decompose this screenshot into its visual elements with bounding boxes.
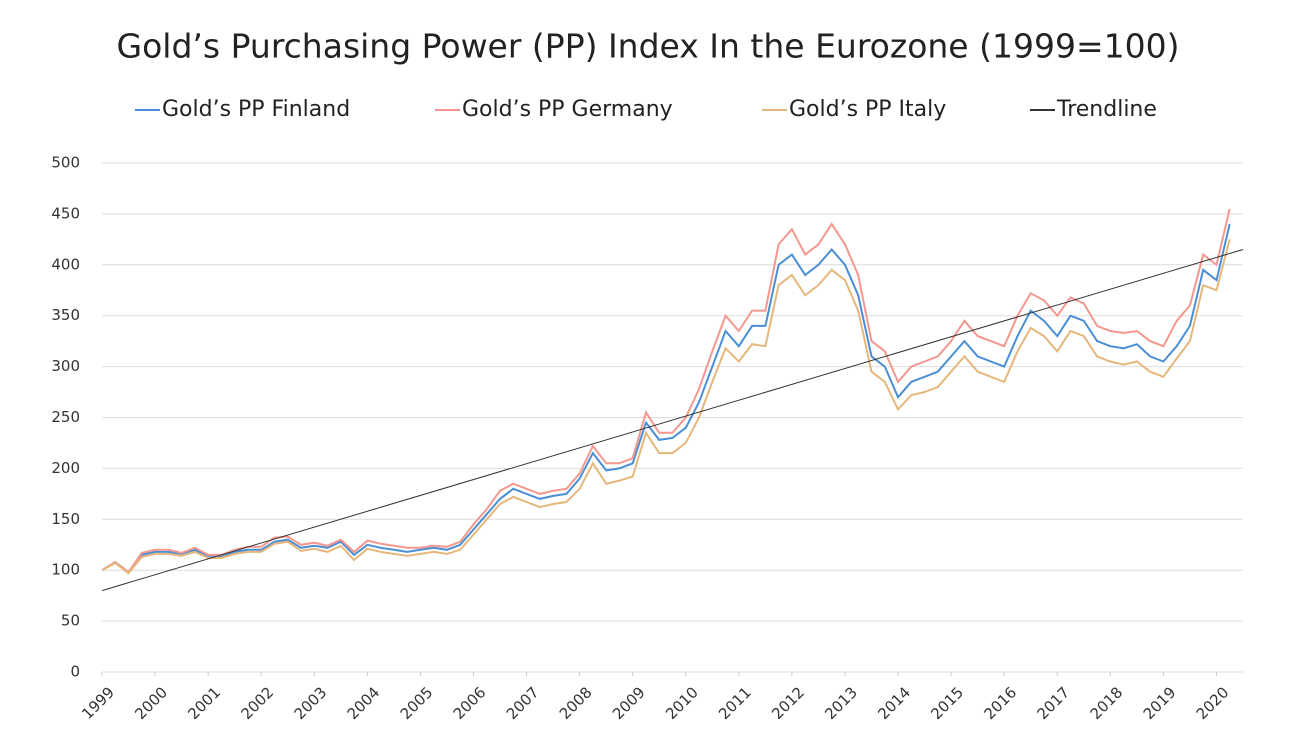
x-tick-label: 1999 (78, 683, 118, 723)
x-tick-label: 2015 (927, 683, 967, 723)
x-tick-label: 2003 (291, 683, 331, 723)
legend-label: Trendline (1056, 97, 1157, 122)
series-line (101, 223, 1231, 574)
y-tick-label: 300 (51, 357, 80, 375)
x-tick-label: 2017 (1034, 683, 1074, 723)
x-tick-label: 2002 (237, 683, 277, 723)
y-tick-label: 150 (51, 510, 80, 528)
y-tick-label: 400 (51, 255, 80, 273)
x-tick-label: 2006 (450, 683, 490, 723)
legend-label: Gold’s PP Italy (789, 97, 946, 122)
y-tick-label: 100 (51, 561, 80, 579)
y-tick-label: 500 (51, 154, 80, 172)
x-tick-label: 2012 (768, 683, 808, 723)
x-tick-label: 2016 (980, 683, 1020, 723)
chart-title: Gold’s Purchasing Power (PP) Index In th… (117, 27, 1180, 66)
x-tick-label: 2014 (874, 683, 914, 723)
x-tick-label: 2005 (397, 683, 437, 723)
legend-label: Gold’s PP Germany (462, 97, 673, 122)
y-tick-label: 0 (70, 663, 80, 681)
series-line (101, 208, 1231, 574)
x-tick-label: 2008 (556, 683, 596, 723)
x-tick-label: 2001 (184, 683, 224, 723)
x-tick-label: 2020 (1193, 683, 1233, 723)
y-tick-label: 50 (61, 612, 80, 630)
y-tick-label: 250 (51, 408, 80, 426)
series-line (101, 249, 1244, 592)
legend-label: Gold’s PP Finland (162, 97, 350, 122)
x-tick-label: 2004 (344, 683, 384, 723)
y-tick-label: 200 (51, 459, 80, 477)
x-tick-label: 2007 (503, 683, 543, 723)
y-tick-label: 450 (51, 204, 80, 222)
series-line (101, 239, 1231, 575)
x-tick-label: 2009 (609, 683, 649, 723)
x-tick-label: 2011 (715, 683, 755, 723)
x-tick-label: 2013 (821, 683, 861, 723)
x-tick-label: 2018 (1087, 683, 1127, 723)
x-tick-label: 2010 (662, 683, 702, 723)
x-tick-label: 2000 (131, 683, 171, 723)
x-tick-label: 2019 (1140, 683, 1180, 723)
y-tick-label: 350 (51, 306, 80, 324)
